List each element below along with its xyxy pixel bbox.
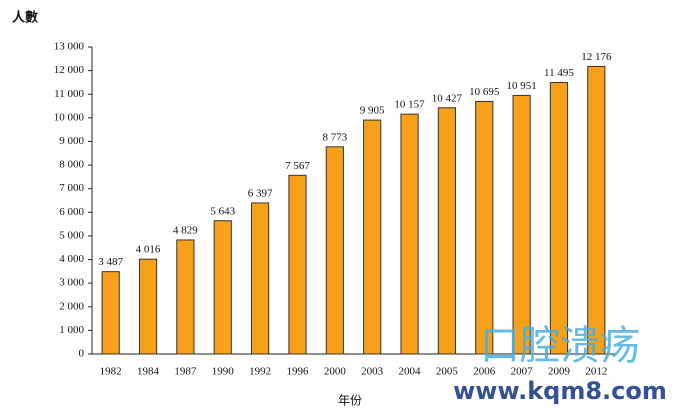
value-label: 7 567	[285, 160, 310, 172]
bar	[437, 107, 456, 355]
x-tick-label: 2006	[473, 366, 496, 378]
value-label: 11 495	[544, 67, 574, 79]
y-tick-label: 4 000	[59, 253, 84, 265]
y-tick-label: 7 000	[59, 182, 84, 194]
y-tick-label: 8 000	[59, 159, 84, 171]
y-tick-label: 11 000	[54, 88, 84, 100]
bar	[101, 271, 120, 355]
x-tick-label: 2003	[361, 366, 384, 378]
value-label: 9 905	[360, 105, 385, 117]
x-tick-label: 2005	[436, 366, 459, 378]
x-tick-label: 2009	[548, 366, 571, 378]
x-tick-label: 1990	[212, 366, 235, 378]
bar	[363, 119, 382, 355]
y-tick-label: 3 000	[59, 277, 84, 289]
bar	[325, 146, 344, 355]
watermark-url: www.kqm8.com	[453, 377, 667, 405]
bar	[400, 113, 419, 355]
y-tick-label: 13 000	[54, 41, 85, 53]
value-label: 10 951	[506, 80, 536, 92]
y-tick-label: 6 000	[59, 206, 84, 218]
bar	[512, 94, 531, 355]
y-tick-label: 12 000	[54, 64, 85, 76]
y-tick-label: 9 000	[59, 135, 84, 147]
bar	[251, 202, 270, 355]
y-tick-label: 1 000	[59, 324, 84, 336]
y-tick-label: 5 000	[59, 229, 84, 241]
value-label: 8 773	[322, 131, 347, 143]
y-tick-label: 2 000	[59, 300, 84, 312]
x-axis-label: 年份	[338, 394, 362, 408]
y-tick-label: 0	[79, 348, 85, 360]
x-tick-label: 2000	[324, 366, 347, 378]
value-label: 12 176	[581, 51, 612, 63]
watermark: 口腔溃疡	[480, 323, 640, 369]
x-tick-label: 1982	[100, 366, 122, 378]
bar	[213, 220, 232, 355]
x-tick-label: 1984	[137, 366, 160, 378]
value-label: 6 397	[248, 187, 273, 199]
value-label: 4 829	[173, 224, 198, 236]
value-label: 5 643	[210, 205, 235, 217]
y-axis-label: 人數	[12, 10, 38, 26]
value-label: 10 157	[394, 99, 425, 111]
bar	[176, 239, 195, 355]
x-tick-label: 2012	[585, 366, 607, 378]
x-tick-label: 2004	[399, 366, 422, 378]
bar	[587, 65, 606, 355]
bar	[138, 258, 158, 355]
bar	[288, 174, 307, 355]
y-tick-label: 10 000	[54, 111, 85, 123]
x-tick-label: 1987	[174, 366, 197, 378]
value-label: 3 487	[98, 256, 123, 268]
x-tick-label: 1992	[249, 366, 271, 378]
value-label: 4 016	[136, 244, 161, 256]
bar	[549, 82, 569, 355]
x-tick-label: 1996	[286, 366, 309, 378]
value-label: 10 427	[432, 92, 463, 104]
x-tick-label: 2007	[511, 366, 534, 378]
value-label: 10 695	[469, 86, 500, 98]
bar	[475, 100, 494, 355]
